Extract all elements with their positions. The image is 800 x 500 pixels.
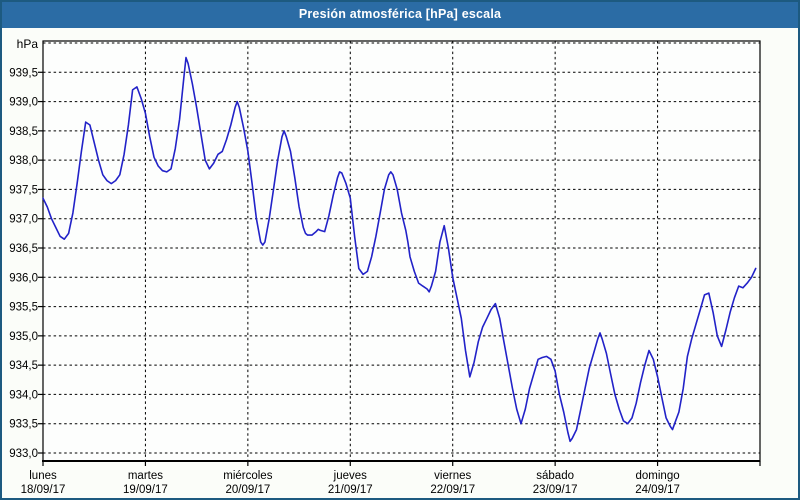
y-tick-label: 937,5 bbox=[9, 184, 38, 196]
x-day-label: martes bbox=[128, 470, 163, 482]
plot-area bbox=[42, 40, 761, 462]
y-tick-label: 938,0 bbox=[9, 155, 38, 167]
x-date-label: 21/09/17 bbox=[328, 484, 373, 496]
y-tick-label: 935,0 bbox=[9, 331, 38, 343]
x-day-label: miércoles bbox=[223, 470, 272, 482]
y-tick-label: 934,0 bbox=[9, 389, 38, 401]
y-tick-label: 939,5 bbox=[9, 67, 38, 79]
x-date-label: 22/09/17 bbox=[430, 484, 475, 496]
x-date-label: 18/09/17 bbox=[21, 484, 66, 496]
x-day-label: sábado bbox=[536, 470, 574, 482]
y-tick-label: 936,5 bbox=[9, 243, 38, 255]
x-date-label: 19/09/17 bbox=[123, 484, 168, 496]
x-day-label: jueves bbox=[333, 470, 367, 482]
pressure-line-series bbox=[42, 56, 757, 443]
x-day-label: viernes bbox=[434, 470, 471, 482]
chart-title: Presión atmosférica [hPa] escala bbox=[298, 7, 502, 21]
x-day-label: lunes bbox=[29, 470, 57, 482]
y-tick-label: 933,5 bbox=[9, 419, 38, 431]
title-bar: Presión atmosférica [hPa] escala bbox=[0, 0, 800, 28]
x-day-label: domingo bbox=[636, 470, 680, 482]
y-tick-label: 933,0 bbox=[9, 448, 38, 460]
x-date-label: 20/09/17 bbox=[225, 484, 270, 496]
y-tick-label: 935,5 bbox=[9, 302, 38, 314]
y-tick-label: 934,5 bbox=[9, 360, 38, 372]
y-tick-label: 939,0 bbox=[9, 97, 38, 109]
x-date-label: 24/09/17 bbox=[635, 484, 680, 496]
y-tick-label: 937,0 bbox=[9, 214, 38, 226]
y-tick-label: 938,5 bbox=[9, 126, 38, 138]
y-axis-unit-label: hPa bbox=[17, 37, 39, 51]
x-date-label: 23/09/17 bbox=[533, 484, 578, 496]
y-tick-label: 936,0 bbox=[9, 272, 38, 284]
